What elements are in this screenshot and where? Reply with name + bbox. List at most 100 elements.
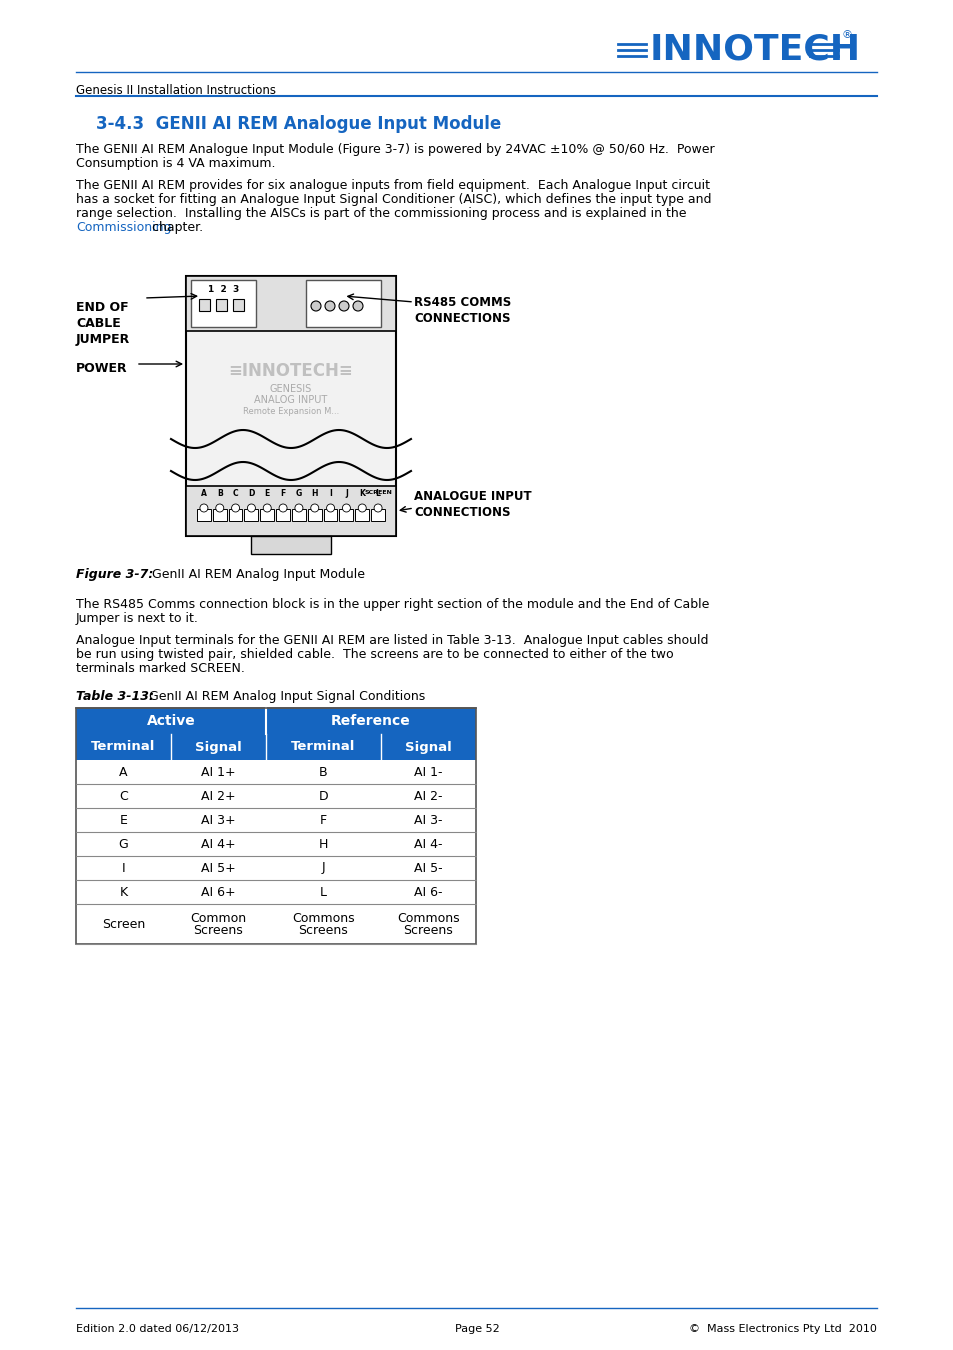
Text: L: L (319, 886, 327, 899)
Bar (186, 275, 395, 331)
Circle shape (311, 504, 318, 512)
Text: Jumper is next to it.: Jumper is next to it. (76, 612, 198, 625)
Circle shape (374, 504, 382, 512)
Text: F: F (280, 490, 285, 498)
Bar (76, 760, 171, 784)
Bar (306, 279, 380, 327)
Bar (380, 809, 476, 832)
Bar (308, 509, 321, 521)
Text: Page 52: Page 52 (455, 1324, 498, 1334)
Text: Remote Expansion M...: Remote Expansion M... (243, 406, 338, 416)
Circle shape (200, 504, 208, 512)
Text: END OF
CABLE
JUMPER: END OF CABLE JUMPER (76, 301, 131, 346)
Text: AI 3+: AI 3+ (201, 814, 235, 826)
Text: AI 6+: AI 6+ (201, 886, 235, 899)
Bar (76, 904, 171, 944)
Text: Edition 2.0 dated 06/12/2013: Edition 2.0 dated 06/12/2013 (76, 1324, 239, 1334)
Text: B: B (319, 765, 328, 779)
Bar (323, 509, 337, 521)
Text: ©  Mass Electronics Pty Ltd  2010: © Mass Electronics Pty Ltd 2010 (688, 1324, 876, 1334)
Circle shape (263, 504, 271, 512)
Bar (186, 275, 395, 536)
Text: GenII AI REM Analog Input Module: GenII AI REM Analog Input Module (144, 568, 365, 580)
Circle shape (342, 504, 350, 512)
Text: Genesis II Installation Instructions: Genesis II Installation Instructions (76, 84, 275, 97)
Circle shape (232, 504, 239, 512)
Bar (266, 880, 380, 905)
Text: ANALOGUE INPUT
CONNECTIONS: ANALOGUE INPUT CONNECTIONS (414, 490, 531, 518)
Text: Figure 3-7:: Figure 3-7: (76, 568, 153, 580)
Text: AI 1+: AI 1+ (201, 765, 235, 779)
Text: range selection.  Installing the AISCs is part of the commissioning process and : range selection. Installing the AISCs is… (76, 207, 686, 220)
Bar (196, 509, 211, 521)
Bar (76, 809, 171, 832)
Bar (171, 856, 266, 880)
Bar (199, 298, 210, 311)
Text: AI 4+: AI 4+ (201, 837, 235, 850)
Text: terminals marked SCREEN.: terminals marked SCREEN. (76, 662, 245, 675)
Text: Commissioning: Commissioning (76, 221, 172, 234)
Bar (215, 298, 227, 311)
Bar (76, 707, 266, 734)
Text: INNOTECH: INNOTECH (649, 32, 861, 68)
Text: L: L (375, 490, 380, 498)
Text: E: E (119, 814, 128, 826)
Text: AI 5-: AI 5- (414, 861, 442, 875)
Text: 3-4.3  GENII AI REM Analogue Input Module: 3-4.3 GENII AI REM Analogue Input Module (96, 115, 500, 134)
Text: Signal: Signal (405, 741, 452, 753)
Text: Commons: Commons (396, 911, 459, 925)
Text: K: K (119, 886, 128, 899)
Text: POWER: POWER (76, 362, 128, 374)
Text: J: J (345, 490, 348, 498)
Bar (191, 279, 255, 327)
Bar (266, 856, 380, 880)
Text: Common: Common (191, 911, 246, 925)
Text: Active: Active (147, 714, 195, 728)
Text: H: H (318, 837, 328, 850)
Text: chapter.: chapter. (148, 221, 203, 234)
Text: Terminal: Terminal (291, 741, 355, 753)
Text: Table 3-13:: Table 3-13: (76, 690, 153, 703)
Bar (380, 832, 476, 856)
Circle shape (294, 504, 303, 512)
Text: Screens: Screens (298, 923, 348, 937)
Text: I: I (329, 490, 332, 498)
Bar (171, 832, 266, 856)
Text: E: E (264, 490, 270, 498)
Text: The GENII AI REM Analogue Input Module (Figure 3-7) is powered by 24VAC ±10% @ 5: The GENII AI REM Analogue Input Module (… (76, 143, 714, 157)
Bar (76, 832, 171, 856)
Circle shape (311, 301, 320, 310)
Text: GenII AI REM Analog Input Signal Conditions: GenII AI REM Analog Input Signal Conditi… (141, 690, 425, 703)
Text: Screen: Screen (102, 918, 145, 930)
Bar (171, 809, 266, 832)
Text: AI 3-: AI 3- (414, 814, 442, 826)
Text: AI 1-: AI 1- (414, 765, 442, 779)
Bar (380, 734, 476, 760)
Bar (251, 536, 331, 554)
Text: H: H (312, 490, 317, 498)
Bar (233, 298, 244, 311)
Text: Signal: Signal (195, 741, 242, 753)
Circle shape (215, 504, 224, 512)
Bar (275, 509, 290, 521)
Bar (171, 784, 266, 809)
Text: RS485 COMMS
CONNECTIONS: RS485 COMMS CONNECTIONS (414, 296, 511, 325)
Text: AI 2-: AI 2- (414, 790, 442, 802)
Bar (266, 832, 380, 856)
Text: AI 2+: AI 2+ (201, 790, 235, 802)
Bar (380, 880, 476, 905)
Bar (76, 880, 171, 905)
Text: C: C (119, 790, 128, 802)
Bar (266, 760, 380, 784)
Text: The RS485 Comms connection block is in the upper right section of the module and: The RS485 Comms connection block is in t… (76, 598, 709, 612)
Text: K: K (359, 490, 365, 498)
Bar (266, 707, 476, 734)
Text: A: A (201, 490, 207, 498)
Text: G: G (295, 490, 302, 498)
Text: A: A (119, 765, 128, 779)
Text: Commons: Commons (292, 911, 355, 925)
Text: B: B (216, 490, 222, 498)
Text: 1  2  3: 1 2 3 (208, 285, 239, 293)
Text: Analogue Input terminals for the GENII AI REM are listed in Table 3-13.  Analogu: Analogue Input terminals for the GENII A… (76, 634, 708, 647)
Bar (266, 904, 380, 944)
